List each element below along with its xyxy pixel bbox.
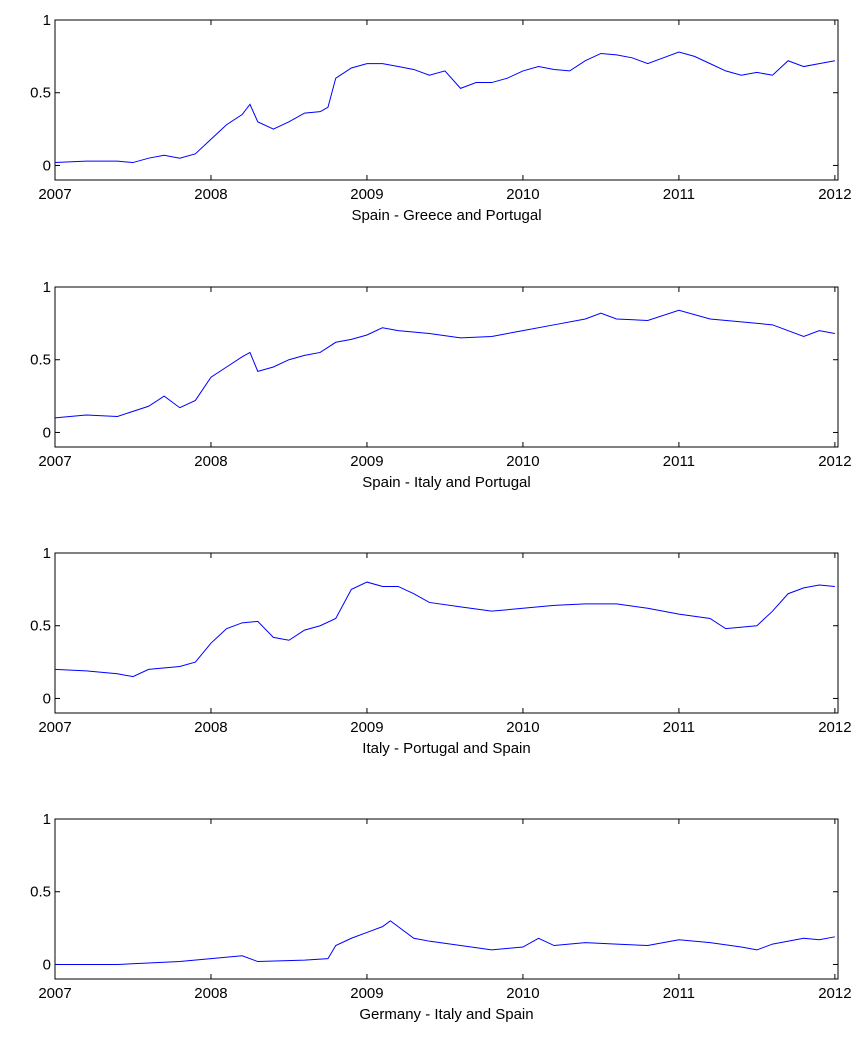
x-tick-label: 2012 bbox=[818, 985, 851, 1002]
data-line bbox=[54, 309, 835, 419]
x-tick-label: 2008 bbox=[194, 453, 227, 470]
x-tick-label: 2008 bbox=[194, 186, 227, 203]
y-tick-label: 1 bbox=[43, 811, 51, 828]
y-tick-label: 0.5 bbox=[30, 618, 51, 635]
x-tick-label: 2009 bbox=[350, 186, 383, 203]
x-tick-label: 2007 bbox=[38, 453, 71, 470]
subplot: 0 0.5 1 2007 2008 2009 2010 2011 2012 Italy - Por… bbox=[30, 545, 851, 757]
y-tick-label: 0 bbox=[43, 157, 51, 174]
x-tick-label: 2010 bbox=[506, 453, 539, 470]
x-tick-label: 2009 bbox=[350, 985, 383, 1002]
x-tick-label: 2011 bbox=[663, 985, 695, 1002]
axes-box bbox=[54, 818, 839, 980]
y-tick-label: 0.5 bbox=[30, 352, 51, 369]
x-tick-label: 2008 bbox=[194, 719, 227, 736]
x-axis-label: Italy - Portugal and Spain bbox=[362, 740, 530, 757]
x-tick-label: 2009 bbox=[350, 453, 383, 470]
x-tick-label: 2012 bbox=[818, 186, 851, 203]
x-tick-label: 2011 bbox=[663, 453, 695, 470]
x-axis-label: Spain - Greece and Portugal bbox=[351, 207, 541, 224]
y-tick-label: 0.5 bbox=[30, 884, 51, 901]
y-tick-label: 0 bbox=[43, 690, 51, 707]
y-tick-label: 1 bbox=[43, 545, 51, 562]
subplot: 0 0.5 1 2007 2008 2009 2010 2011 2012 Spain - Ita… bbox=[30, 279, 851, 491]
axes-box bbox=[54, 19, 839, 181]
y-tick-label: 0 bbox=[43, 956, 51, 973]
x-tick-label: 2012 bbox=[818, 719, 851, 736]
x-axis-label: Germany - Italy and Spain bbox=[359, 1006, 533, 1023]
x-tick-label: 2007 bbox=[38, 985, 71, 1002]
x-tick-label: 2011 bbox=[663, 186, 695, 203]
y-tick-label: 1 bbox=[43, 12, 51, 29]
y-tick-label: 0.5 bbox=[30, 85, 51, 102]
subplot: 0 0.5 1 2007 2008 2009 2010 2011 2012 Germany - I… bbox=[30, 811, 851, 1023]
x-tick-label: 2007 bbox=[38, 186, 71, 203]
x-tick-label: 2012 bbox=[818, 453, 851, 470]
x-tick-label: 2007 bbox=[38, 719, 71, 736]
data-line bbox=[54, 51, 835, 164]
y-tick-label: 1 bbox=[43, 279, 51, 296]
x-tick-label: 2011 bbox=[663, 719, 695, 736]
x-tick-label: 2010 bbox=[506, 985, 539, 1002]
axes-box bbox=[54, 552, 839, 714]
x-tick-label: 2010 bbox=[506, 186, 539, 203]
data-line bbox=[54, 581, 835, 678]
y-tick-label: 0 bbox=[43, 424, 51, 441]
data-line bbox=[55, 920, 835, 965]
x-axis-label: Spain - Italy and Portugal bbox=[362, 474, 530, 491]
x-tick-label: 2008 bbox=[194, 985, 227, 1002]
x-tick-label: 2010 bbox=[506, 719, 539, 736]
x-tick-label: 2009 bbox=[350, 719, 383, 736]
axes-box bbox=[54, 286, 839, 448]
subplot: 0 0.5 1 2007 2008 2009 2010 2011 2012 Spain - Gre… bbox=[30, 12, 851, 224]
